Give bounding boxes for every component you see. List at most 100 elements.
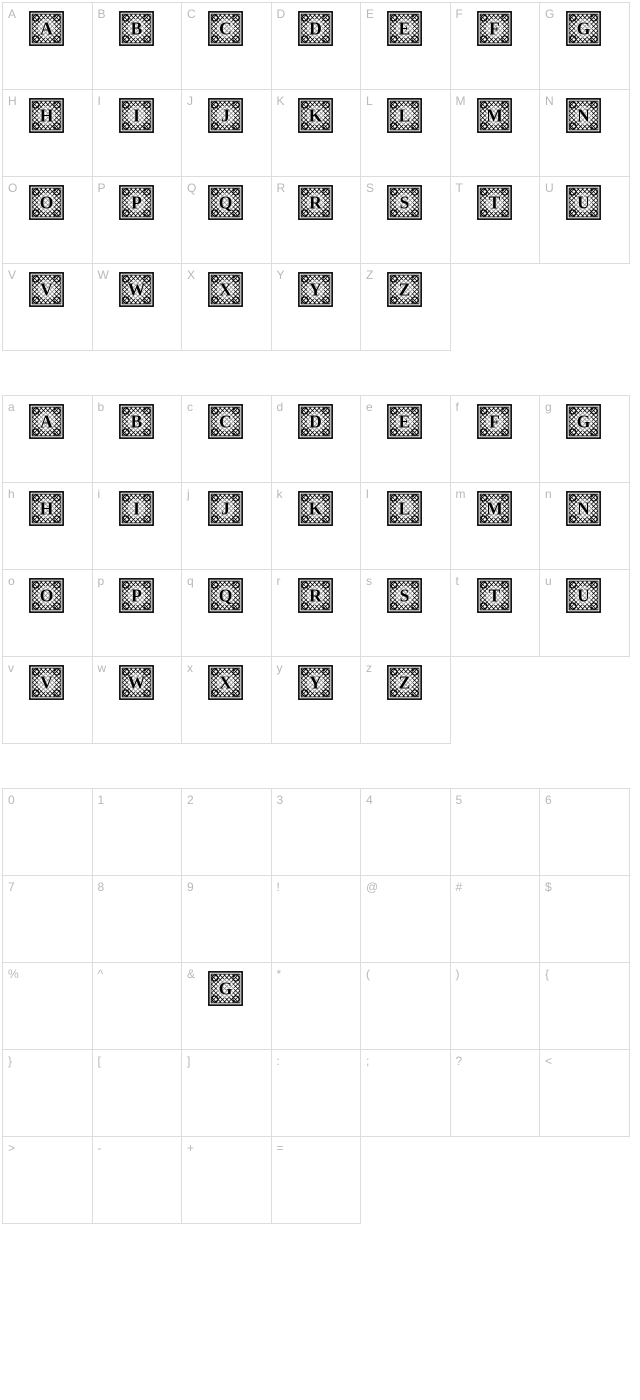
svg-text:D: D — [309, 19, 322, 39]
svg-text:U: U — [577, 193, 590, 213]
svg-text:B: B — [130, 19, 142, 39]
glyph-cell: * — [272, 963, 362, 1050]
glyph-cell: vV — [3, 657, 93, 744]
glyph-cell: yY — [272, 657, 362, 744]
glyph-cell: iI — [93, 483, 183, 570]
glyph-cell: mM — [451, 483, 541, 570]
svg-text:Z: Z — [399, 673, 411, 693]
glyph-cell: ; — [361, 1050, 451, 1137]
svg-text:B: B — [130, 412, 142, 432]
svg-text:V: V — [40, 673, 53, 693]
cell-label: Z — [366, 268, 373, 282]
decorative-initial-icon: S — [387, 185, 422, 220]
glyph-cell: ( — [361, 963, 451, 1050]
svg-text:U: U — [577, 586, 590, 606]
svg-text:S: S — [400, 193, 410, 213]
cell-label: % — [8, 967, 19, 981]
glyph-cell: ? — [451, 1050, 541, 1137]
decorative-initial-icon: G — [208, 971, 243, 1006]
cell-label: d — [277, 400, 284, 414]
decorative-initial-icon: T — [477, 578, 512, 613]
cell-label: t — [456, 574, 459, 588]
cell-label: e — [366, 400, 373, 414]
cell-label: V — [8, 268, 16, 282]
glyph-cell: zZ — [361, 657, 451, 744]
cell-label: 9 — [187, 880, 194, 894]
svg-text:D: D — [309, 412, 322, 432]
svg-text:R: R — [309, 586, 322, 606]
glyph-cell: } — [3, 1050, 93, 1137]
cell-label: } — [8, 1054, 12, 1068]
cell-label: [ — [98, 1054, 101, 1068]
cell-label: 4 — [366, 793, 373, 807]
decorative-initial-icon: U — [566, 578, 601, 613]
section-lowercase: aAbBcCdDeEfFgGhHiIjJkKlLmMnNoOpPqQrRsStT… — [2, 395, 638, 744]
decorative-initial-icon: C — [208, 11, 243, 46]
glyph-cell: OO — [3, 177, 93, 264]
cell-label: K — [277, 94, 285, 108]
svg-text:P: P — [131, 193, 142, 213]
decorative-initial-icon: N — [566, 98, 601, 133]
glyph-cell: qQ — [182, 570, 272, 657]
decorative-initial-icon: J — [208, 491, 243, 526]
svg-text:L: L — [399, 106, 411, 126]
decorative-initial-icon: P — [119, 185, 154, 220]
decorative-initial-icon: I — [119, 98, 154, 133]
section-symbols: 0123456789!@#$%^&G*(){}[]:;?<>-+= — [2, 788, 638, 1224]
svg-text:V: V — [40, 280, 53, 300]
glyph-cell: HH — [3, 90, 93, 177]
cell-label: g — [545, 400, 552, 414]
glyph-cell: XX — [182, 264, 272, 351]
decorative-initial-icon: X — [208, 272, 243, 307]
cell-label: c — [187, 400, 193, 414]
cell-label: 2 — [187, 793, 194, 807]
glyph-cell: dD — [272, 396, 362, 483]
decorative-initial-icon: Y — [298, 272, 333, 307]
cell-label: s — [366, 574, 372, 588]
svg-text:C: C — [219, 412, 232, 432]
glyph-cell: 1 — [93, 789, 183, 876]
cell-label: U — [545, 181, 554, 195]
cell-label: i — [98, 487, 101, 501]
cell-label: 8 — [98, 880, 105, 894]
svg-text:H: H — [40, 106, 54, 126]
decorative-initial-icon: T — [477, 185, 512, 220]
cell-label: l — [366, 487, 369, 501]
svg-text:H: H — [40, 499, 54, 519]
cell-label: S — [366, 181, 374, 195]
decorative-initial-icon: W — [119, 665, 154, 700]
glyph-cell: wW — [93, 657, 183, 744]
cell-label: ! — [277, 880, 280, 894]
svg-text:Q: Q — [219, 193, 233, 213]
glyph-cell: EE — [361, 3, 451, 90]
glyph-cell: eE — [361, 396, 451, 483]
glyph-cell: QQ — [182, 177, 272, 264]
glyph-cell: > — [3, 1137, 93, 1224]
character-map: AABBCCDDEEFFGGHHIIJJKKLLMMNNOOPPQQRRSSTT… — [2, 2, 638, 1224]
cell-label: q — [187, 574, 194, 588]
glyph-cell: KK — [272, 90, 362, 177]
svg-text:K: K — [308, 499, 322, 519]
glyph-cell: 8 — [93, 876, 183, 963]
decorative-initial-icon: B — [119, 404, 154, 439]
glyph-cell: kK — [272, 483, 362, 570]
decorative-initial-icon: Y — [298, 665, 333, 700]
decorative-initial-icon: R — [298, 185, 333, 220]
cell-label: X — [187, 268, 195, 282]
glyph-cell: FF — [451, 3, 541, 90]
cell-label: H — [8, 94, 17, 108]
glyph-cell: AA — [3, 3, 93, 90]
decorative-initial-icon: R — [298, 578, 333, 613]
cell-label: E — [366, 7, 374, 21]
decorative-initial-icon: W — [119, 272, 154, 307]
cell-label: A — [8, 7, 16, 21]
decorative-initial-icon: M — [477, 98, 512, 133]
glyph-cell: 2 — [182, 789, 272, 876]
glyph-cell: uU — [540, 570, 630, 657]
decorative-initial-icon: J — [208, 98, 243, 133]
cell-label: r — [277, 574, 281, 588]
cell-label: 6 — [545, 793, 552, 807]
cell-label: < — [545, 1054, 552, 1068]
glyph-grid: 0123456789!@#$%^&G*(){}[]:;?<>-+= — [2, 788, 630, 1224]
svg-text:M: M — [486, 499, 503, 519]
